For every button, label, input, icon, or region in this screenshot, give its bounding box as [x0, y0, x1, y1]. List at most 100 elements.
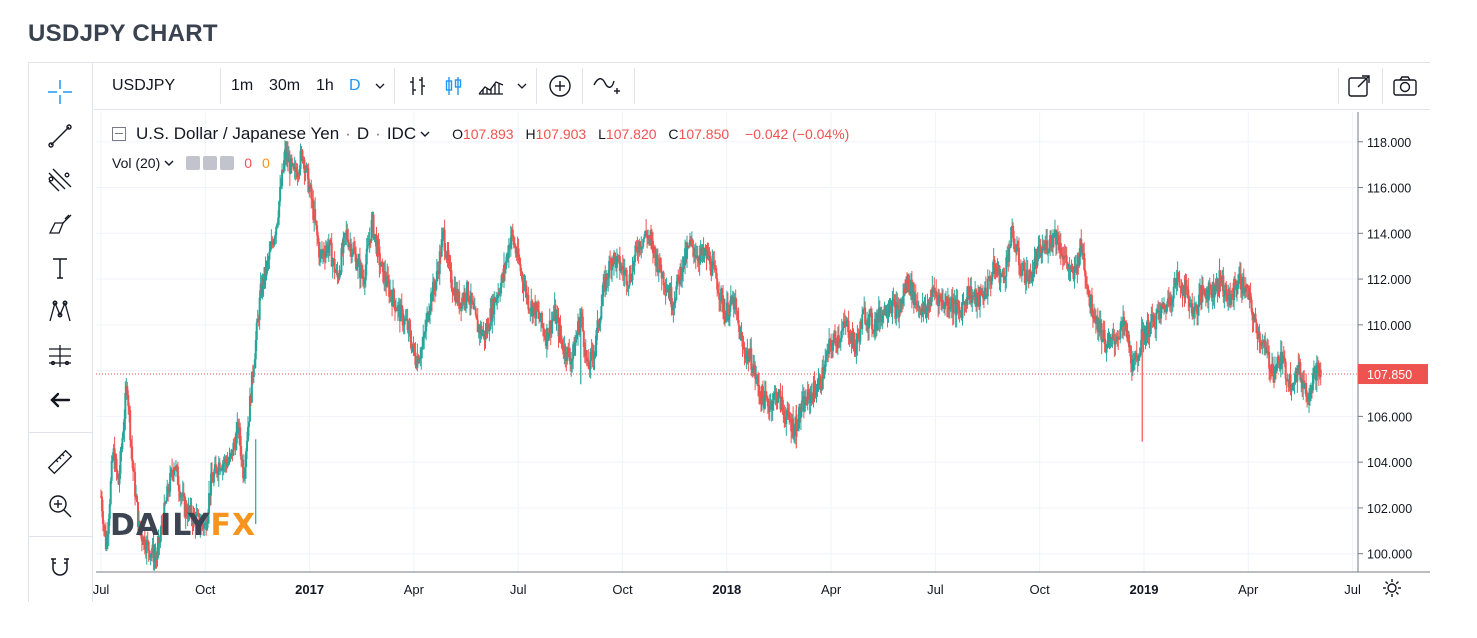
chart-settings-gear-icon[interactable] — [1380, 576, 1404, 600]
camera-icon[interactable] — [1391, 62, 1419, 109]
candle-body — [771, 403, 774, 411]
candle-body — [403, 318, 406, 325]
candle-body — [1255, 322, 1258, 334]
magnet-icon[interactable] — [42, 548, 78, 584]
candle-body — [501, 274, 504, 283]
candle-body — [709, 255, 712, 271]
candle-body — [222, 462, 225, 464]
candle-body — [615, 256, 618, 268]
candle-body — [1131, 359, 1134, 371]
candle-body — [111, 456, 114, 461]
candle-body — [150, 552, 153, 555]
interval-30m[interactable]: 30m — [269, 76, 301, 94]
legend-source[interactable]: IDC — [386, 124, 417, 143]
text-tool-icon[interactable] — [42, 250, 78, 286]
candle-body — [1170, 302, 1173, 306]
candle-body — [376, 239, 379, 254]
prediction-measurement-icon[interactable] — [42, 338, 78, 374]
indicators-icon[interactable] — [592, 62, 622, 109]
candle-body — [1290, 390, 1293, 392]
candle-body — [547, 334, 550, 341]
visibility-icon[interactable] — [186, 156, 201, 170]
symbol-legend: U.S. Dollar / Japanese Yen · D · IDC O10… — [112, 122, 849, 146]
candle-body — [174, 465, 177, 470]
y-tick-label: 104.000 — [1367, 456, 1412, 470]
candle-body — [686, 247, 689, 259]
back-arrow-icon[interactable] — [42, 382, 78, 418]
candle-body — [441, 232, 444, 240]
collapse-legend-icon[interactable] — [112, 127, 126, 141]
candle-body — [1023, 262, 1026, 284]
zoom-in-icon[interactable] — [42, 488, 78, 524]
candle-body — [663, 285, 666, 288]
candle-body — [503, 264, 506, 278]
logo-part-daily: DAILY — [110, 508, 211, 543]
candle-body — [1281, 355, 1284, 365]
candle-body — [435, 271, 438, 282]
candle-body — [417, 355, 420, 363]
candle-body — [532, 306, 535, 317]
candles-style-icon[interactable] — [442, 62, 466, 109]
legend-chevron-icon[interactable] — [420, 124, 430, 144]
pitchfork-icon[interactable] — [42, 162, 78, 198]
candle-body — [718, 292, 721, 300]
candle-body — [617, 255, 620, 257]
candle-body — [783, 410, 786, 419]
crosshair-icon[interactable] — [42, 74, 78, 110]
candle-body — [247, 421, 250, 427]
candle-body — [810, 393, 813, 396]
bars-style-icon[interactable] — [406, 62, 430, 109]
brush-icon[interactable] — [42, 206, 78, 242]
candle-body — [1125, 321, 1128, 324]
candle-body — [976, 297, 979, 307]
candle-body — [1188, 298, 1191, 307]
candle-body — [370, 219, 373, 241]
candle-body — [555, 316, 558, 324]
legend-symbol-name: U.S. Dollar / Japanese Yen — [136, 124, 340, 143]
candle-body — [232, 442, 235, 456]
candle-body — [408, 323, 411, 330]
candle-body — [472, 304, 475, 309]
interval-1m[interactable]: 1m — [231, 76, 254, 94]
pattern-icon[interactable] — [42, 294, 78, 330]
candle-body — [1236, 284, 1239, 291]
candle-body — [1250, 299, 1253, 312]
candle-body — [1071, 269, 1074, 272]
ruler-icon[interactable] — [42, 444, 78, 480]
candle-body — [518, 260, 521, 265]
candle-body — [809, 393, 812, 403]
volume-label[interactable]: Vol (20) — [112, 155, 161, 171]
candle-body — [529, 309, 532, 311]
candle-body — [662, 272, 665, 286]
candle-body — [550, 321, 553, 334]
candle-body — [745, 354, 748, 360]
interval-dropdown-chevron-icon[interactable] — [374, 62, 386, 109]
area-style-icon[interactable] — [477, 62, 505, 109]
trend-line-icon[interactable] — [42, 118, 78, 154]
add-compare-icon[interactable] — [547, 62, 573, 109]
candle-body — [600, 306, 603, 320]
candle-body — [1228, 289, 1231, 296]
chart-type-chevron-icon[interactable] — [516, 62, 528, 109]
candle-body — [551, 318, 554, 322]
candle-body — [1117, 336, 1120, 339]
candle-body — [1209, 288, 1212, 290]
remove-icon[interactable] — [220, 156, 235, 170]
candle-body — [185, 504, 188, 515]
interval-1h[interactable]: 1h — [316, 76, 334, 94]
candle-body — [240, 446, 243, 460]
volume-chevron-icon[interactable] — [164, 155, 174, 171]
symbol-search[interactable]: USDJPY — [112, 76, 176, 94]
candle-body — [356, 267, 359, 270]
candle-body — [855, 343, 858, 354]
fullscreen-popout-icon[interactable] — [1346, 62, 1372, 109]
candle-body — [278, 201, 281, 218]
candle-body — [102, 523, 105, 527]
candle-body — [1293, 382, 1296, 384]
candle-body — [839, 338, 842, 340]
candle-body — [971, 295, 974, 303]
interval-d[interactable]: D — [349, 76, 361, 94]
settings-gear-icon[interactable] — [203, 156, 218, 170]
candle-body — [986, 278, 989, 297]
